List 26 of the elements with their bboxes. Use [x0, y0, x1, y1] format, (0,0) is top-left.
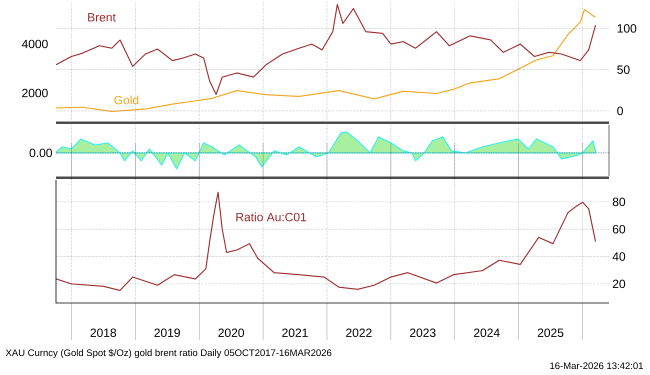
series-label: Ratio Au:C01: [236, 212, 306, 222]
line-series: [56, 192, 596, 291]
y-tick-label: 40: [612, 252, 626, 261]
y-tick-label: 80: [612, 198, 626, 206]
y2-tick-label: 0: [617, 106, 623, 116]
x-tick-label: 2025: [538, 328, 564, 338]
x-tick-label: 2022: [346, 328, 372, 338]
y2-tick-label: 50: [617, 65, 630, 74]
ref-line-label: 0.00: [30, 148, 52, 158]
text: XAU Curncy (Gold Spot $/Oz) gold brent ratio Daily 05OCT2017-16MAR2026: [6, 348, 332, 358]
x-tick-label: 2023: [410, 328, 436, 338]
y-tick-label: 20: [612, 280, 626, 288]
y2-tick-label: 100: [618, 24, 636, 33]
series-label: Brent: [88, 13, 116, 22]
x-tick-label: 2020: [218, 328, 244, 338]
text: 16-Mar-2026 13:42:01: [550, 362, 643, 370]
y-tick-label: 2000: [22, 88, 48, 98]
y-tick-label: 4000: [22, 40, 48, 48]
x-tick-label: 2024: [474, 328, 500, 338]
x-tick-label: 2019: [154, 328, 180, 338]
x-tick-label: 2018: [90, 328, 116, 338]
line-series: [56, 4, 596, 95]
y-tick-label: 60: [612, 224, 626, 234]
series-label: Gold: [114, 96, 138, 104]
line-series: [56, 9, 596, 112]
x-tick-label: 2021: [282, 328, 308, 338]
